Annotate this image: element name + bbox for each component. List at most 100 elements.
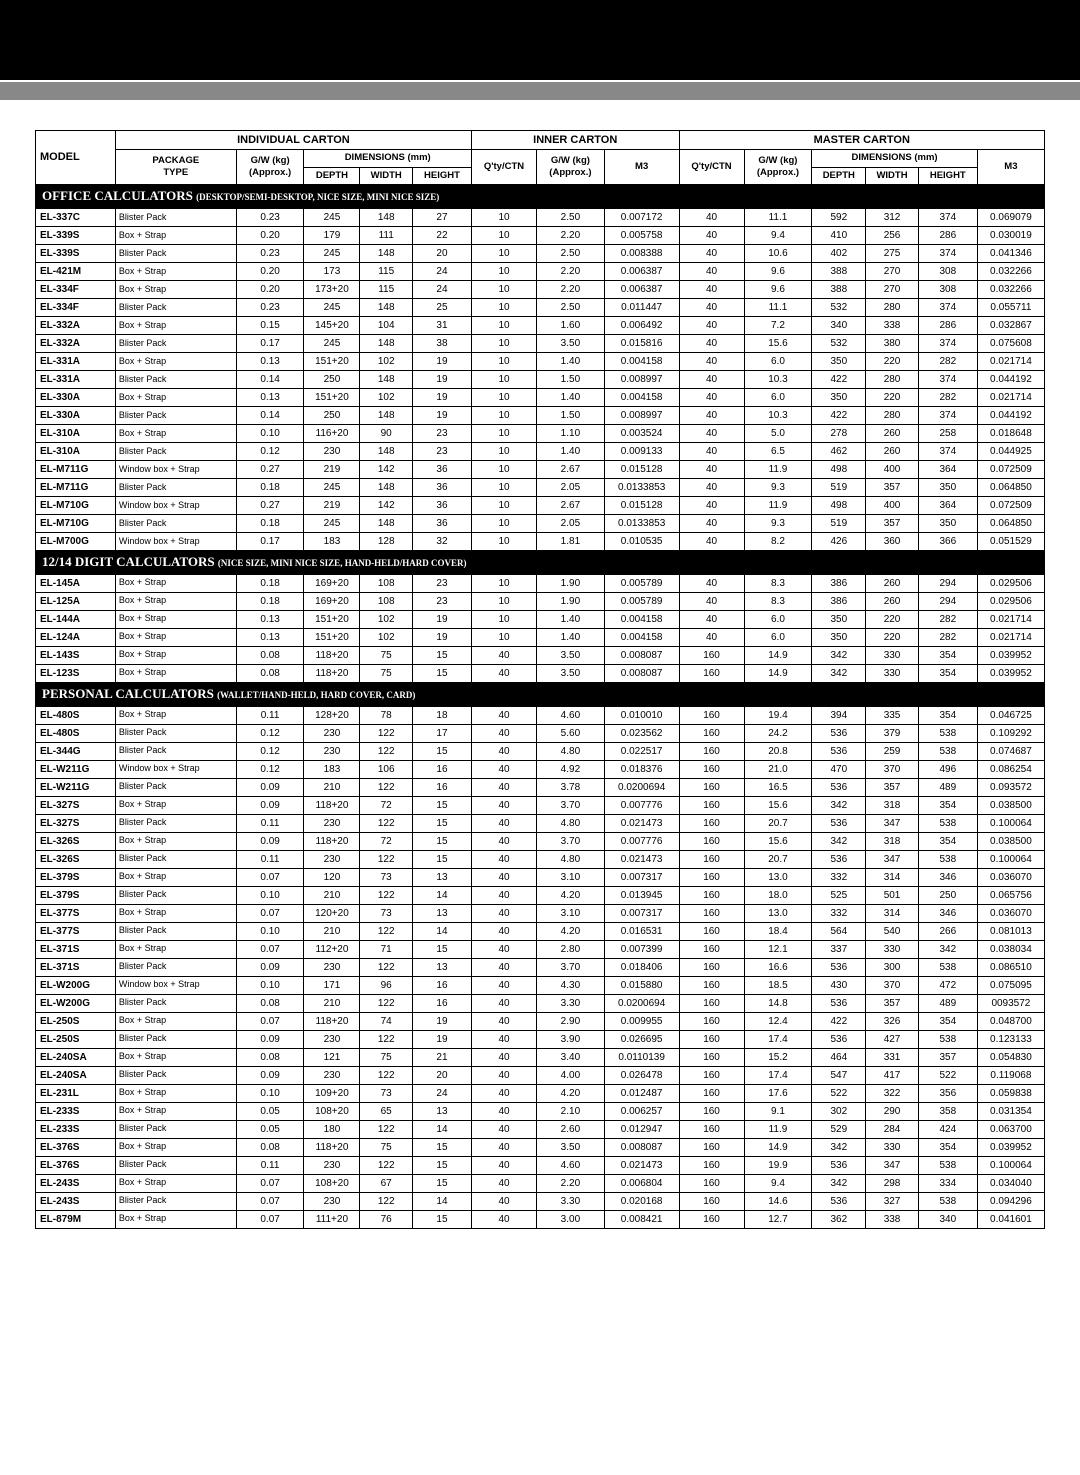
cell-value: 342 bbox=[918, 940, 977, 958]
cell-value: 17.4 bbox=[744, 1030, 812, 1048]
cell-value: 282 bbox=[918, 628, 977, 646]
table-row: EL-W200GWindow box + Strap0.101719616404… bbox=[36, 976, 1045, 994]
cell-value: 489 bbox=[918, 778, 977, 796]
cell-value: 270 bbox=[866, 262, 919, 280]
cell-value: 0.004158 bbox=[604, 610, 679, 628]
cell-value: 11.1 bbox=[744, 208, 812, 226]
cell-value: 10 bbox=[471, 406, 536, 424]
cell-value: 3.40 bbox=[537, 1048, 605, 1066]
cell-value: 374 bbox=[918, 244, 977, 262]
cell-package: Blister Pack bbox=[115, 1192, 236, 1210]
cell-model: EL-334F bbox=[36, 280, 116, 298]
cell-value: 36 bbox=[412, 496, 471, 514]
cell-value: 1.50 bbox=[537, 406, 605, 424]
cell-value: 15 bbox=[412, 1138, 471, 1156]
cell-value: 20.7 bbox=[744, 814, 812, 832]
table-row: EL-480SBlister Pack0.1223012217405.600.0… bbox=[36, 724, 1045, 742]
cell-value: 374 bbox=[918, 406, 977, 424]
cell-value: 3.70 bbox=[537, 796, 605, 814]
col-group-individual: INDIVIDUAL CARTON bbox=[115, 131, 471, 150]
cell-value: 40 bbox=[679, 442, 744, 460]
cell-value: 3.30 bbox=[537, 1192, 605, 1210]
cell-value: 40 bbox=[679, 262, 744, 280]
cell-value: 118+20 bbox=[304, 1138, 360, 1156]
cell-value: 73 bbox=[360, 868, 413, 886]
table-row: EL-M711GBlister Pack0.1824514836102.050.… bbox=[36, 478, 1045, 496]
cell-value: 14 bbox=[412, 922, 471, 940]
cell-model: EL-M711G bbox=[36, 478, 116, 496]
cell-value: 19 bbox=[412, 628, 471, 646]
cell-value: 0.081013 bbox=[977, 922, 1044, 940]
cell-value: 0.12 bbox=[236, 442, 304, 460]
cell-value: 426 bbox=[812, 532, 866, 550]
cell-value: 357 bbox=[866, 514, 919, 532]
cell-value: 0.044925 bbox=[977, 442, 1044, 460]
cell-value: 14 bbox=[412, 886, 471, 904]
col-m3b: M3 bbox=[977, 150, 1044, 185]
cell-value: 173 bbox=[304, 262, 360, 280]
cell-value: 536 bbox=[812, 958, 866, 976]
cell-value: 10 bbox=[471, 298, 536, 316]
cell-value: 40 bbox=[471, 832, 536, 850]
cell-value: 11.1 bbox=[744, 298, 812, 316]
cell-value: 10 bbox=[471, 532, 536, 550]
col-group-inner: INNER CARTON bbox=[471, 131, 679, 150]
cell-model: EL-330A bbox=[36, 388, 116, 406]
table-row: EL-371SBox + Strap0.07112+207115402.800.… bbox=[36, 940, 1045, 958]
cell-model: EL-379S bbox=[36, 868, 116, 886]
cell-model: EL-M700G bbox=[36, 532, 116, 550]
cell-value: 0.015816 bbox=[604, 334, 679, 352]
table-row: EL-240SABox + Strap0.081217521403.400.01… bbox=[36, 1048, 1045, 1066]
cell-value: 347 bbox=[866, 1156, 919, 1174]
cell-model: EL-330A bbox=[36, 406, 116, 424]
cell-value: 31 bbox=[412, 316, 471, 334]
cell-value: 118+20 bbox=[304, 796, 360, 814]
cell-value: 160 bbox=[679, 886, 744, 904]
cell-value: 40 bbox=[471, 850, 536, 868]
cell-package: Box + Strap bbox=[115, 1048, 236, 1066]
cell-value: 462 bbox=[812, 442, 866, 460]
cell-value: 498 bbox=[812, 496, 866, 514]
cell-value: 22 bbox=[412, 226, 471, 244]
cell-value: 340 bbox=[918, 1210, 977, 1228]
cell-value: 111+20 bbox=[304, 1210, 360, 1228]
table-row: EL-W200GBlister Pack0.0821012216403.300.… bbox=[36, 994, 1045, 1012]
cell-value: 116+20 bbox=[304, 424, 360, 442]
cell-value: 0.006387 bbox=[604, 262, 679, 280]
cell-value: 370 bbox=[866, 760, 919, 778]
col-gw1: G/W (kg)(Approx.) bbox=[236, 150, 304, 185]
cell-value: 354 bbox=[918, 1138, 977, 1156]
cell-package: Blister Pack bbox=[115, 814, 236, 832]
cell-value: 280 bbox=[866, 406, 919, 424]
cell-model: EL-240SA bbox=[36, 1048, 116, 1066]
table-row: EL-330ABlister Pack0.1425014819101.500.0… bbox=[36, 406, 1045, 424]
cell-value: 245 bbox=[304, 478, 360, 496]
cell-value: 0.11 bbox=[236, 706, 304, 724]
cell-value: 10.6 bbox=[744, 244, 812, 262]
cell-value: 2.67 bbox=[537, 460, 605, 478]
cell-value: 0.036070 bbox=[977, 868, 1044, 886]
cell-value: 350 bbox=[812, 610, 866, 628]
cell-value: 40 bbox=[471, 1012, 536, 1030]
table-row: EL-376SBox + Strap0.08118+207515403.500.… bbox=[36, 1138, 1045, 1156]
cell-value: 10 bbox=[471, 610, 536, 628]
cell-value: 6.0 bbox=[744, 352, 812, 370]
cell-value: 496 bbox=[918, 760, 977, 778]
cell-value: 386 bbox=[812, 592, 866, 610]
cell-model: EL-376S bbox=[36, 1156, 116, 1174]
cell-package: Blister Pack bbox=[115, 370, 236, 388]
cell-value: 230 bbox=[304, 742, 360, 760]
cell-value: 145+20 bbox=[304, 316, 360, 334]
cell-value: 122 bbox=[360, 922, 413, 940]
cell-value: 13.0 bbox=[744, 904, 812, 922]
cell-value: 0.0133853 bbox=[604, 478, 679, 496]
cell-value: 2.05 bbox=[537, 478, 605, 496]
cell-value: 0.072509 bbox=[977, 460, 1044, 478]
cell-value: 148 bbox=[360, 406, 413, 424]
cell-value: 422 bbox=[812, 370, 866, 388]
cell-value: 210 bbox=[304, 778, 360, 796]
section-title: OFFICE CALCULATORS (DESKTOP/SEMI-DESKTOP… bbox=[36, 184, 1045, 208]
cell-value: 76 bbox=[360, 1210, 413, 1228]
table-row: EL-331ABlister Pack0.1425014819101.500.0… bbox=[36, 370, 1045, 388]
cell-value: 0.041601 bbox=[977, 1210, 1044, 1228]
